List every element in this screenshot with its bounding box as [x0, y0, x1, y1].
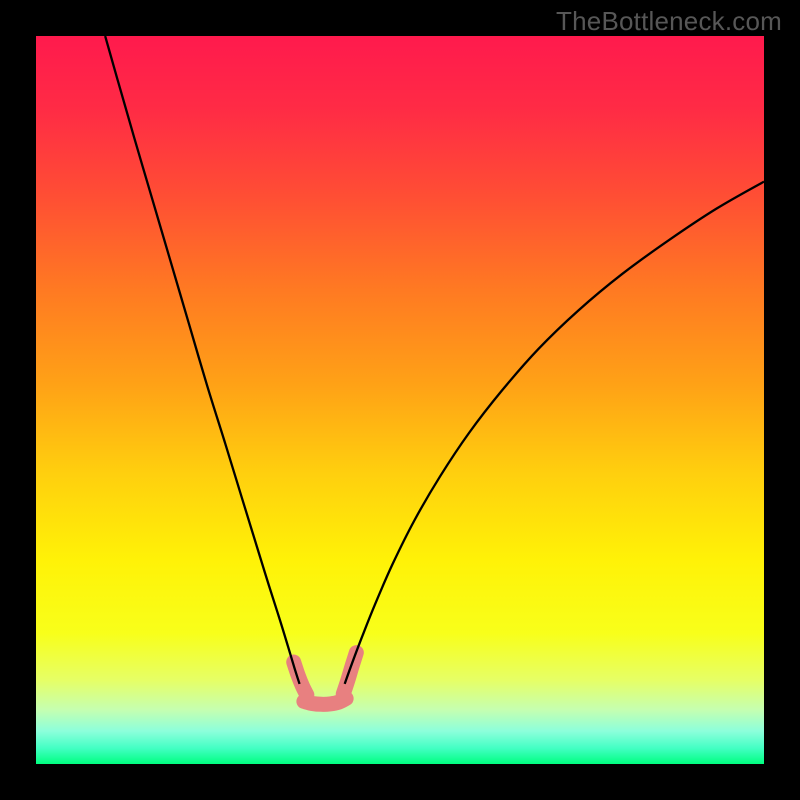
chart-curves-svg [36, 36, 764, 764]
curve-left-branch [105, 36, 299, 684]
curve-right-branch [345, 182, 764, 684]
valley-highlight-0 [294, 662, 307, 695]
watermark-text: TheBottleneck.com [556, 6, 782, 37]
plot-area [36, 36, 764, 764]
